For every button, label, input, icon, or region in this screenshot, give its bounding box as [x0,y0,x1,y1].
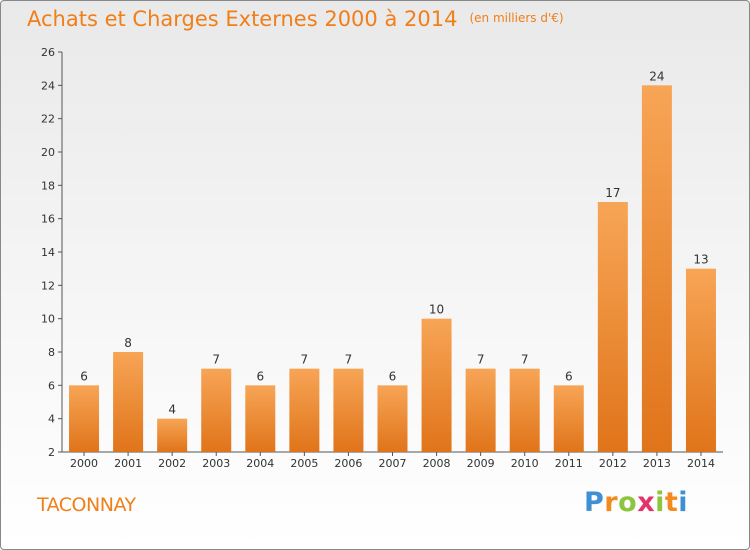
y-tick-label: 16 [41,213,55,226]
x-tick-label: 2011 [555,457,583,470]
x-tick-label: 2010 [511,457,539,470]
x-tick-label: 2002 [158,457,186,470]
x-tick-label: 2009 [467,457,495,470]
x-tick-label: 2003 [202,457,230,470]
value-label: 8 [124,336,132,350]
bar-2014 [685,268,716,452]
value-label: 7 [301,353,309,367]
bar-2008 [421,318,452,452]
bar-2006 [333,368,364,452]
value-label: 7 [212,353,220,367]
chart-unit: (en milliers d'€) [469,11,564,25]
x-tick-label: 2012 [599,457,627,470]
value-label: 24 [649,69,664,83]
logo-letter: i [678,487,689,518]
bar-2010 [509,368,540,452]
logo-letter: i [655,487,665,518]
y-tick-label: 2 [48,446,55,459]
bar-2013 [641,85,672,452]
x-tick-label: 2001 [114,457,142,470]
x-axis: 2000 2001 2002 2003 2004 2005 2006 2007 2008 2009… [62,451,723,470]
chart-title: Achats et Charges Externes 2000 à 2014 (e… [27,7,564,31]
logo-letter: P [584,487,605,518]
x-tick-label: 2008 [423,457,451,470]
bar-2012 [597,202,628,452]
value-label: 6 [389,369,397,383]
bar-2004 [245,385,276,452]
x-tick-label: 2006 [334,457,362,470]
value-label: 10 [429,303,444,317]
value-label: 7 [345,353,353,367]
y-tick-label: 26 [41,46,55,59]
value-label: 13 [693,253,708,267]
y-tick-label: 20 [41,146,55,159]
bar-2002 [157,418,188,452]
y-tick-label: 18 [41,179,55,192]
value-label: 6 [565,369,573,383]
x-tick-label: 2000 [70,457,98,470]
proxiti-logo: Proxiti [584,487,688,518]
y-tick-label: 22 [41,113,55,126]
value-label: 17 [605,186,620,200]
y-tick-label: 24 [41,79,55,92]
x-tick-label: 2013 [643,457,671,470]
value-label: 4 [168,403,176,417]
y-tick-label: 14 [41,246,55,259]
value-label: 6 [256,369,264,383]
y-tick-label: 4 [48,413,55,426]
x-tick-label: 2014 [687,457,715,470]
bar-2000 [69,385,100,452]
y-tick-label: 6 [48,379,55,392]
value-labels: 6 8 4 7 6 7 7 6 10 7 7 6 17 24 13 [80,69,708,416]
logo-letter: o [618,487,638,518]
y-tick-label: 12 [41,279,55,292]
x-tick-label: 2007 [379,457,407,470]
bar-2003 [201,368,232,452]
x-tick-label: 2004 [246,457,274,470]
y-tick-label: 8 [48,346,55,359]
value-label: 7 [477,353,485,367]
bars [69,85,716,452]
x-tick-label: 2005 [290,457,318,470]
logo-letter: r [604,487,619,518]
commune-name: TACONNAY [37,494,136,516]
logo-letter: x [637,487,656,518]
y-tick-label: 10 [41,313,55,326]
bar-2005 [289,368,320,452]
bar-2007 [377,385,408,452]
logo-letter: t [664,487,679,518]
value-label: 7 [521,353,529,367]
bar-2001 [113,352,144,452]
bar-2009 [465,368,496,452]
chart-title-text: Achats et Charges Externes 2000 à 2014 [27,7,458,31]
value-label: 6 [80,369,88,383]
bar-2011 [553,385,584,452]
